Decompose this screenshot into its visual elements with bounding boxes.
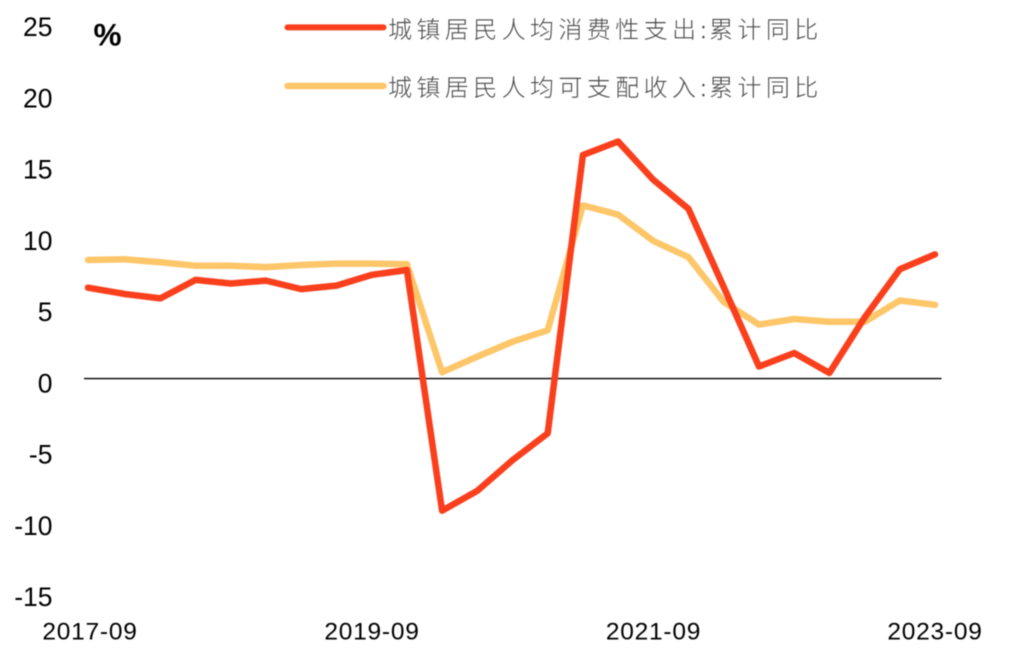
svg-text:2017-09: 2017-09: [42, 618, 137, 645]
svg-text:2019-09: 2019-09: [324, 618, 419, 645]
svg-text:-10: -10: [14, 511, 52, 541]
svg-text:15: 15: [23, 155, 52, 185]
svg-text:20: 20: [23, 84, 52, 114]
svg-text:0: 0: [38, 368, 53, 398]
svg-text:%: %: [94, 17, 122, 53]
svg-text:2023-09: 2023-09: [887, 618, 982, 645]
svg-text:-5: -5: [29, 440, 53, 470]
svg-text:5: 5: [38, 297, 53, 327]
svg-text:2021-09: 2021-09: [606, 618, 701, 645]
svg-text:10: 10: [23, 226, 52, 256]
svg-text:-15: -15: [14, 582, 52, 612]
svg-text:25: 25: [23, 12, 52, 42]
